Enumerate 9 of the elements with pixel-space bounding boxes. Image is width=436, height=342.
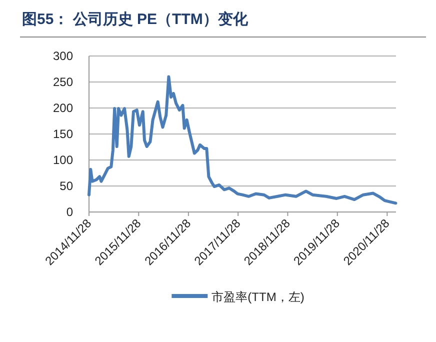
y-tick-label: 0 (66, 205, 74, 219)
y-tick-label: 50 (60, 179, 74, 193)
legend-label: 市盈率(TTM，左) (212, 290, 304, 304)
y-tick-label: 150 (52, 127, 74, 141)
chart-title: 图55： 公司历史 PE（TTM）变化 (22, 10, 249, 28)
y-tick-label: 100 (52, 153, 74, 167)
y-tick-label: 300 (52, 49, 74, 63)
y-tick-label: 250 (52, 75, 74, 89)
y-tick-label: 200 (52, 101, 74, 115)
